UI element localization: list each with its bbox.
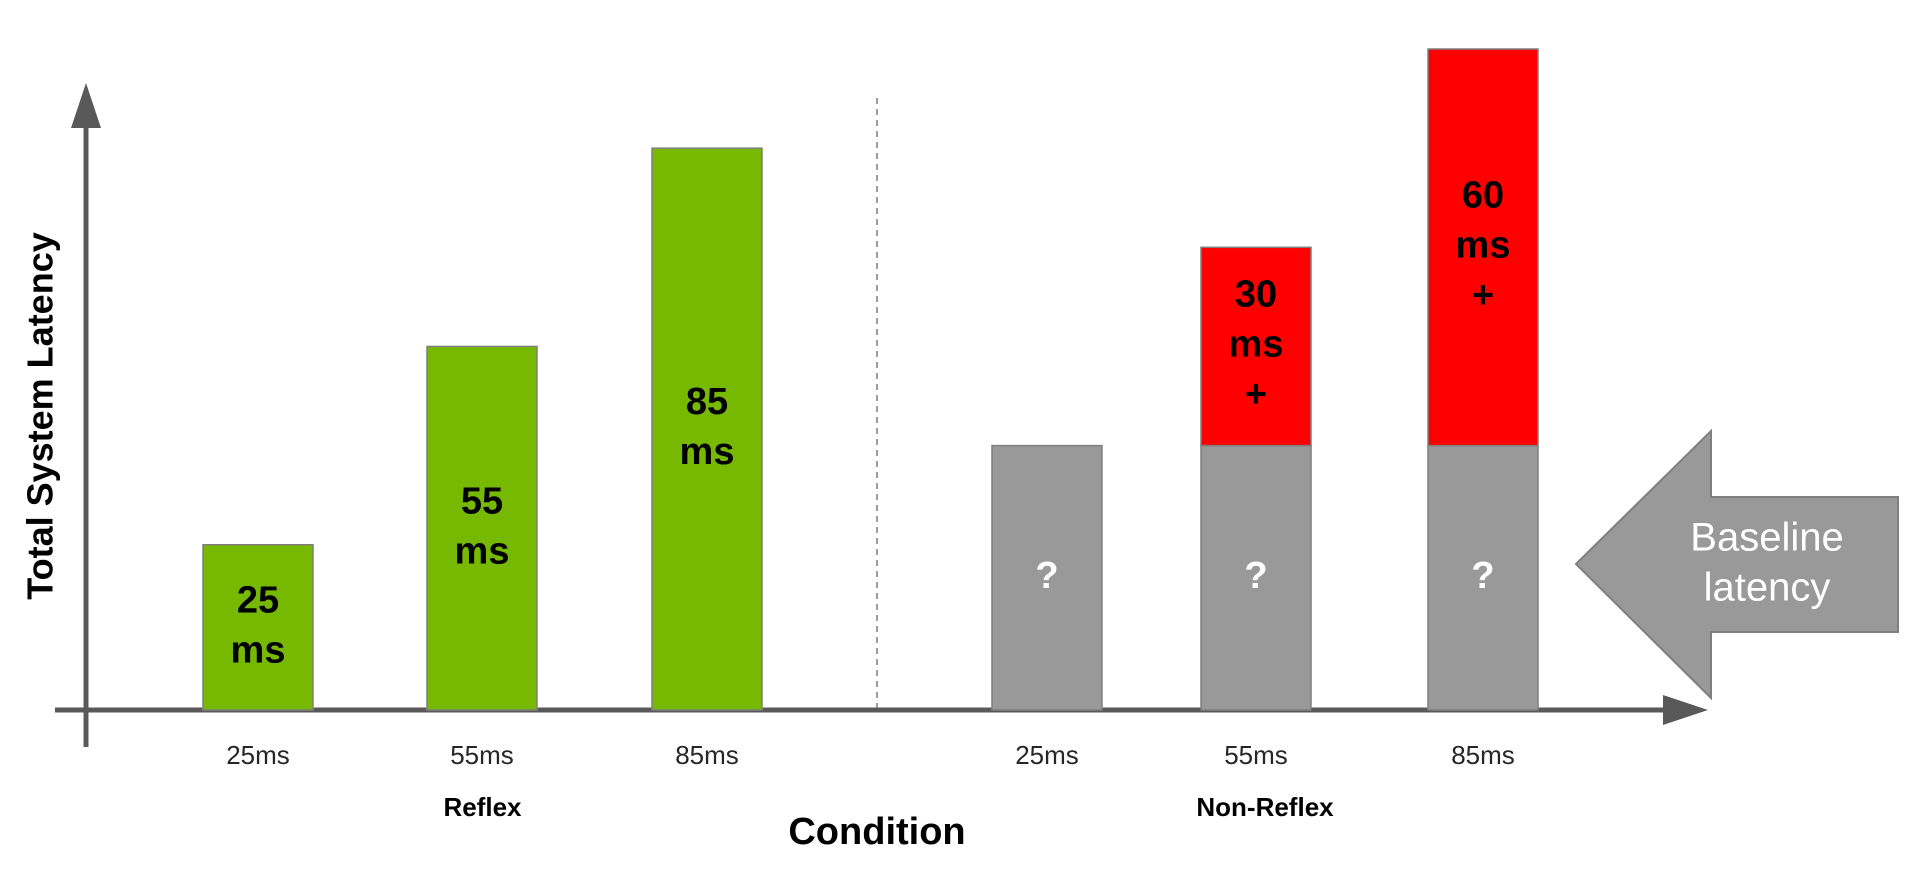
x-tick-label: 25ms (1015, 740, 1079, 770)
x-axis-label: Condition (788, 811, 965, 853)
x-tick-label: 55ms (450, 740, 514, 770)
bar (1427, 444, 1539, 711)
bar (426, 345, 538, 711)
group-label: Reflex (443, 792, 522, 822)
x-tick-label: 85ms (1451, 740, 1515, 770)
value-label: 55 ms (455, 480, 510, 572)
bar (1200, 246, 1312, 447)
bar (1427, 48, 1539, 447)
value-label: ? (1471, 555, 1494, 597)
annotation: Baseline latency (1690, 516, 1843, 610)
x-tick-label: 25ms (226, 740, 290, 770)
value-label: 60 ms + (1456, 174, 1511, 316)
bar (991, 444, 1103, 711)
value-label: 85 ms (680, 381, 735, 473)
bar (1200, 444, 1312, 711)
value-label: 25 ms (231, 579, 286, 671)
x-axis-arrow (1663, 695, 1708, 725)
value-label: 30 ms + (1229, 273, 1284, 415)
y-axis-arrow (71, 83, 101, 128)
bar (202, 544, 314, 711)
y-axis-label: Total System Latency (20, 232, 61, 599)
x-tick-label: 55ms (1224, 740, 1288, 770)
group-label: Non-Reflex (1196, 792, 1334, 822)
baseline-arrow (1574, 428, 1899, 701)
value-label: ? (1244, 555, 1267, 597)
bar (651, 147, 763, 711)
value-label: ? (1035, 555, 1058, 597)
x-tick-label: 85ms (675, 740, 739, 770)
